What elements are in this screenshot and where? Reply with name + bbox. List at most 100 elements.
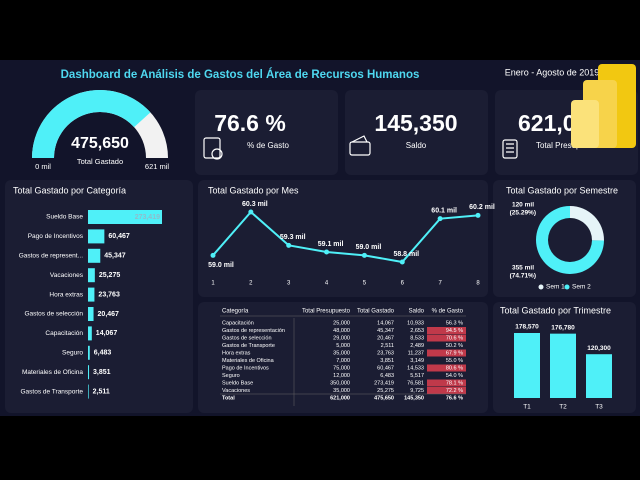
table-cell: 48,000 (333, 328, 350, 334)
category-label: Capacitación (45, 330, 83, 337)
table-cell: 3,149 (410, 358, 424, 364)
panel (198, 302, 488, 413)
table-cell: 350,000 (330, 380, 350, 386)
kpi-value: 76.6 % (214, 110, 286, 136)
highlight (427, 327, 466, 334)
value-label: 60.1 mil (431, 208, 457, 215)
table-header: % de Gasto (432, 309, 464, 315)
table-cell: 76.6 % (446, 395, 463, 401)
kpi-icons (203, 135, 518, 160)
value-label: 178,570 (515, 324, 539, 331)
table-cell: Hora extras (222, 350, 251, 356)
value-label: 60.3 mil (242, 201, 268, 208)
highlight (427, 349, 466, 357)
value-label: 120 mil (512, 202, 534, 209)
table-cell: 45,347 (377, 328, 394, 334)
category-label: Vacaciones (50, 272, 84, 279)
panel (198, 180, 488, 297)
x-tick-label: 6 (401, 281, 405, 287)
chart-title: Total Gastado por Categoría (13, 185, 126, 195)
category-label: Sueldo Base (46, 214, 83, 221)
table-cell: 80.6 % (446, 365, 463, 371)
table-cell: 60,467 (377, 365, 394, 371)
kpi-label: Total Presupuesto (536, 141, 601, 150)
percent-label: (25.29%) (510, 210, 536, 217)
table-cell: 29,000 (333, 335, 350, 341)
gauge-value-label: 475,650 (71, 135, 129, 152)
panel (5, 180, 193, 413)
highlight (427, 364, 466, 372)
table-cell: Pago de Incentivos (222, 365, 269, 371)
legend-label: Sem 2 (572, 284, 591, 291)
table-cell: 14,533 (407, 365, 424, 371)
bar (88, 210, 162, 224)
table-cell: 72.2 % (446, 388, 463, 394)
value-label: 25,275 (99, 272, 121, 279)
table-cell: 20,467 (377, 335, 394, 341)
powerbi-logo (571, 64, 636, 148)
bar (88, 345, 90, 360)
table-header: Categoría (222, 309, 249, 315)
bar (514, 333, 540, 398)
category-label: Gastos de represent... (19, 253, 84, 260)
bar (88, 248, 101, 263)
table-cell: 25,000 (333, 320, 350, 326)
value-label: 355 mil (512, 265, 534, 272)
table-cell: 2,511 (381, 343, 394, 349)
x-tick-label: T1 (523, 404, 531, 411)
table-cell: 54.0 % (446, 373, 463, 379)
legend-label: Sem 1 (546, 284, 565, 291)
panel (493, 180, 636, 297)
value-label: 23,763 (98, 291, 120, 298)
table-cell: Gastos de representación (222, 328, 285, 334)
highlight (427, 387, 466, 394)
x-tick-label: 8 (476, 281, 480, 287)
table-cell: Gastos de selección (222, 335, 272, 341)
table-cell: 6,483 (380, 373, 394, 379)
table-cell: Vacaciones (222, 388, 250, 394)
x-tick-label: 4 (325, 281, 329, 287)
donut-slice (570, 206, 604, 241)
kpi-value: 145,350 (374, 110, 457, 136)
value-label: 2,511 (93, 388, 110, 395)
chart-title: Total Gastado por Trimestre (500, 305, 611, 315)
table-cell: 8,533 (410, 335, 424, 341)
bar (550, 333, 576, 398)
table-header: Saldo (409, 309, 425, 315)
gauge-value (32, 90, 151, 158)
table-cell: 35,000 (333, 388, 350, 394)
value-label: 59.0 mil (356, 244, 382, 251)
table-header: Total Gastado (357, 309, 395, 315)
bar (88, 365, 90, 380)
table-cell: 75,000 (333, 365, 350, 371)
x-tick-label: 2 (249, 281, 253, 287)
table-cell: 3,851 (380, 358, 394, 364)
point (437, 216, 443, 222)
table-cell: 50.2 % (446, 343, 463, 349)
point (399, 259, 405, 265)
table-header: Total Presupuesto (302, 309, 351, 315)
value-label: 20,467 (98, 311, 120, 318)
bar (88, 268, 95, 283)
gauge-tick-label: 0 mil (35, 162, 51, 171)
table-cell: 2,653 (410, 328, 424, 334)
x-tick-label: 1 (211, 281, 215, 287)
legend-dot (564, 284, 570, 290)
percent-label: (74.71%) (510, 273, 536, 280)
table-cell: 475,650 (374, 395, 394, 401)
table-cell: 2,489 (410, 343, 424, 349)
gauge-label: Total Gastado (77, 157, 123, 166)
value-label: 60.2 mil (469, 204, 495, 211)
x-tick-label: 7 (438, 281, 442, 287)
category-label: Materiales de Oficina (22, 369, 83, 376)
table-cell: 12,000 (333, 373, 350, 379)
category-label: Gastos de selección (24, 311, 83, 318)
highlight (427, 334, 466, 342)
table-cell: 94.5 % (446, 328, 463, 334)
gauge-tick-label: 621 mil (145, 162, 170, 171)
kpi-label: Saldo (406, 141, 427, 150)
table-cell: 5,517 (410, 373, 424, 379)
point (210, 252, 216, 258)
